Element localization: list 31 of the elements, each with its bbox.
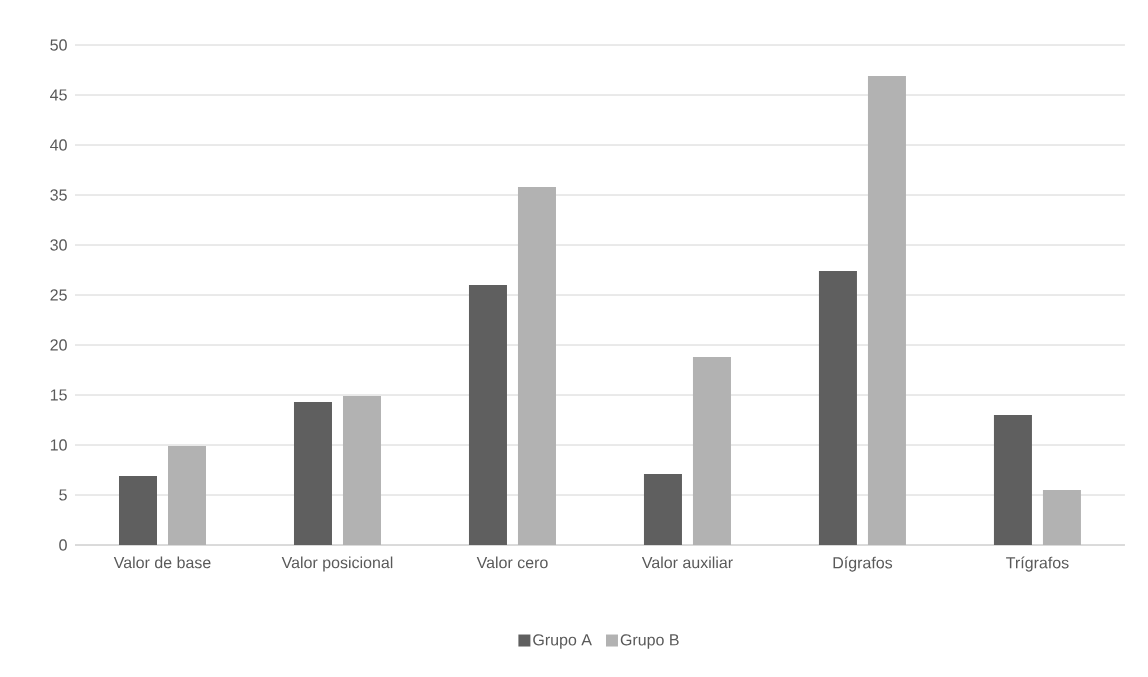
y-tick-label: 20 — [50, 339, 67, 351]
bar — [1042, 490, 1081, 545]
y-tick-label: 45 — [50, 89, 67, 101]
bar — [468, 285, 507, 545]
x-tick-label: Valor posicional — [281, 556, 393, 572]
bar — [643, 474, 682, 545]
bar — [692, 357, 731, 545]
x-tick-label: Valor cero — [476, 556, 548, 569]
y-tick-label: 40 — [50, 139, 67, 151]
bar — [818, 271, 857, 545]
y-tick-label: 15 — [50, 389, 67, 401]
legend-label: Grupo B — [620, 634, 679, 649]
y-tick-label: 35 — [50, 189, 67, 201]
bar — [993, 415, 1032, 545]
y-tick-label: 0 — [59, 539, 67, 551]
y-tick-label: 10 — [50, 439, 67, 451]
bar — [517, 187, 556, 545]
bar — [293, 402, 332, 545]
x-tick-label: Trígrafos — [1006, 556, 1069, 572]
x-tick-label: Valor auxiliar — [641, 556, 733, 569]
x-tick-label: Valor de base — [113, 556, 211, 569]
y-tick-label: 5 — [59, 489, 67, 501]
bar — [867, 76, 906, 545]
bar — [119, 476, 157, 545]
bar — [342, 396, 381, 545]
y-tick-label: 30 — [50, 239, 67, 251]
bar — [168, 446, 206, 545]
x-tick-label: Dígrafos — [833, 556, 893, 572]
y-tick-label: 50 — [50, 39, 67, 51]
y-tick-label: 25 — [50, 289, 67, 301]
legend-label: Grupo A — [533, 634, 592, 649]
